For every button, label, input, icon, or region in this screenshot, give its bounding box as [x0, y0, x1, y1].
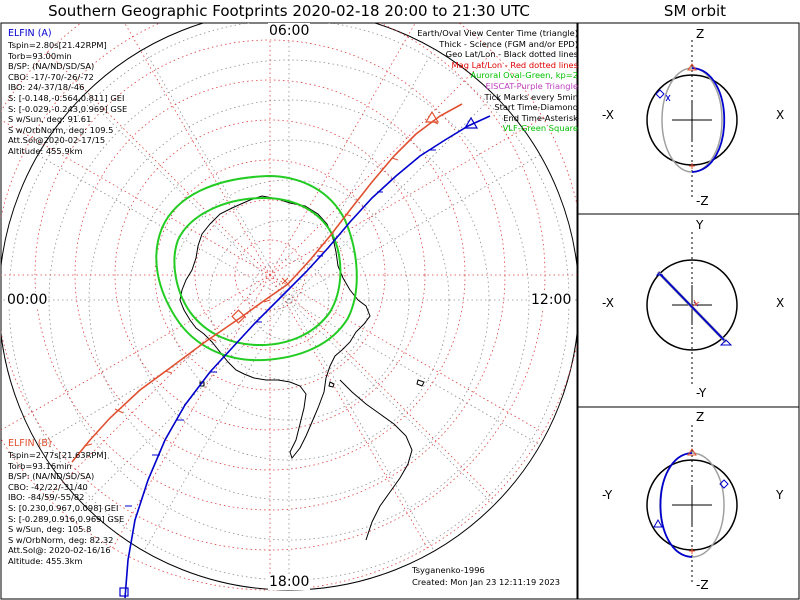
model-credit: Tsyganenko-1996 [412, 565, 485, 575]
elfin-a-line: S: [-0.148,-0.564,0.811] GEI [8, 92, 125, 103]
elfin-b-line: CBO: -42/22/-31/40 [8, 481, 88, 492]
sm2-left-label: -X [602, 296, 614, 310]
sm1-top-label: Z [696, 27, 705, 41]
elfin-b-line: IBO: -84/59/-55/82 [8, 492, 85, 503]
elfin-a-end-triangle [463, 116, 479, 129]
elfin-b-line: B/SP: (NA/ND/SD/SA) [8, 471, 95, 482]
elfin-a-line: S w/Sun, deg: 91.61 [8, 114, 92, 125]
elfin-a-start-marker [119, 587, 129, 597]
sm-panel-2 [577, 213, 800, 408]
sm2-right-label: X [776, 296, 785, 310]
sm1-bottom-label: -Z [696, 194, 709, 208]
elfin-b-line: Altitude: 455.3km [8, 555, 83, 566]
legend-entry: EISCAT-Purple Triangle [485, 80, 578, 91]
sm-orbit-title: SM orbit [663, 2, 727, 20]
elfin-a-name: ELFIN (A) [8, 28, 52, 39]
sm-panel-3 [577, 406, 800, 600]
legend-entry: End Time-Asterisk [503, 112, 578, 123]
sm1-right-label: X [776, 108, 785, 122]
elfin-b-line: S w/Sun, deg: 105.8 [8, 524, 92, 535]
elfin-a-line: Tspin=2.80s[21.42RPM] [8, 40, 107, 50]
islands [199, 379, 425, 388]
elfin-b-line: Att.Sol@: 2020-02-16/16 [8, 545, 111, 556]
elfin-a-line: Torb=93.00min [8, 50, 72, 61]
elfin-b-start-diamond [231, 309, 246, 324]
auroral-oval-outer [155, 174, 358, 362]
sm2-top-label: Y [696, 218, 704, 232]
elfin-a-ticks [125, 149, 436, 507]
elfin-b-line: S: [-0.289,0.916,0.969] GSE [8, 513, 125, 524]
elfin-a-line: IBO: 24/-37/18/-46 [8, 82, 85, 93]
local-time-left: 00:00 [6, 292, 49, 308]
legend: Earth/Oval View Center Time (triangle) T… [417, 28, 578, 134]
elfin-a-line: S w/OrbNorm, deg: 109.5 [8, 124, 114, 135]
south-america-coast [339, 379, 413, 541]
polar-map [1, 23, 577, 599]
elfin-a-line: CBO: -17/-70/-26/-72 [8, 71, 94, 82]
legend-entry: Tick Marks every 5min [484, 91, 578, 102]
elfin-a-line: Att.Sol@2020-02-17/15 [8, 135, 106, 146]
elfin-b-info: ELFIN (B) Tspin=2.77s[21.63RPM] Torb=93.… [8, 438, 124, 567]
elfin-a-info: ELFIN (A) Tspin=2.80s[21.42RPM] Torb=93.… [8, 28, 127, 157]
legend-entry: VLF-Green Square [502, 123, 578, 134]
elfin-a-line: Altitude: 455.9km [8, 145, 83, 156]
antarctica-coastline [179, 195, 371, 460]
local-time-right: 12:00 [530, 292, 573, 308]
sm3-right-label: Y [776, 488, 784, 502]
created-timestamp: Created: Mon Jan 23 12:11:19 2023 [412, 577, 561, 587]
legend-entry: Geo Lat/Lon - Black dotted lines [445, 49, 578, 60]
sm3-top-label: Z [696, 410, 705, 424]
elfin-a-track [124, 115, 491, 599]
sm3-left-label: -Y [602, 488, 613, 502]
sm2-bottom-label: -Y [696, 386, 707, 400]
local-time-top: 06:00 [268, 23, 311, 39]
legend-entry: Start Time-Diamond [494, 102, 578, 113]
legend-entry: Mag Lat/Lon - Red dotted lines [451, 59, 578, 70]
elfin-b-line: S: [0.230,0.967,0.098] GEI [8, 502, 119, 513]
legend-entry: Thick - Science (FGM and/or EPD) [439, 38, 578, 49]
elfin-b-end-marker [424, 110, 440, 123]
auroral-oval-inner [173, 196, 342, 347]
sm1-left-label: -X [602, 108, 614, 122]
sm3-bottom-label: -Z [696, 578, 709, 592]
elfin-a-line: S: [-0.029,-0.243,0.969] GSE [8, 103, 128, 114]
earth-limb [1, 23, 577, 591]
elfin-b-line: Tspin=2.77s[21.63RPM] [8, 450, 107, 460]
plot-title: Southern Geographic Footprints 2020-02-1… [48, 2, 530, 20]
elfin-b-name: ELFIN (B) [8, 438, 52, 449]
local-time-bottom: 18:00 [268, 574, 311, 590]
elfin-a-line: B/SP: (NA/ND/SD/SA) [8, 61, 95, 72]
elfin-b-line: Torb=93.16min [8, 460, 72, 471]
mag-latlon-grid [1, 23, 577, 591]
legend-entry: Earth/Oval View Center Time (triangle) [417, 28, 578, 38]
elfin-b-line: S w/OrbNorm, deg: 82.32 [8, 534, 114, 545]
legend-entry: Auroral Oval-Green, kp=2 [470, 70, 578, 81]
